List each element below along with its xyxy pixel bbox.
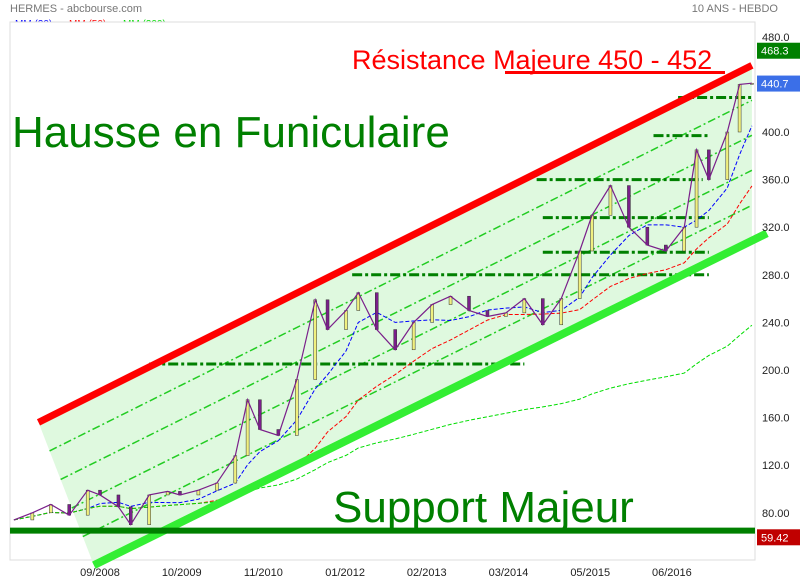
x-tick-label: 02/2013	[407, 567, 447, 579]
y-tick-label: 480.0	[762, 32, 790, 44]
y-tick-label: 80.00	[762, 508, 790, 520]
candle-8	[147, 494, 151, 525]
y-tick-label: 360.0	[762, 175, 790, 187]
candle-14	[245, 399, 250, 456]
y-tick-label: 120.0	[762, 460, 790, 472]
candle-1	[30, 512, 35, 521]
candle-36	[627, 185, 631, 228]
price-badge: 440.7	[757, 75, 800, 92]
candle-31	[541, 298, 545, 326]
price-badge-bg	[757, 42, 800, 59]
x-tick-label: 03/2014	[489, 567, 529, 579]
price-badge-text: 440.7	[761, 79, 789, 91]
price-badge-text: 59.42	[761, 532, 789, 544]
channel-fill	[38, 65, 752, 566]
candle-20	[344, 310, 348, 330]
hausse-text: Hausse en Funiculaire	[12, 108, 450, 157]
candle-32	[559, 298, 563, 326]
candle-13	[233, 455, 238, 484]
x-tick-label: 11/2010	[244, 567, 283, 579]
candle-23	[393, 329, 397, 351]
y-tick-label: 240.0	[762, 317, 790, 329]
support-line	[92, 229, 769, 569]
candle-24	[411, 322, 416, 351]
support-text: Support Majeur	[333, 483, 634, 532]
candle-43	[737, 84, 742, 133]
channel-line-2	[71, 169, 753, 509]
candle-17	[295, 379, 299, 436]
chart-title: HERMES - abcbourse.com	[10, 3, 143, 15]
ma200-line	[13, 324, 753, 521]
x-tick-label: 10/2009	[162, 567, 202, 579]
candle-4	[85, 489, 90, 516]
candle-42	[725, 131, 730, 180]
candle-27	[467, 295, 471, 311]
channel-line-3	[82, 204, 753, 538]
candle-35	[608, 185, 613, 216]
candle-18	[313, 299, 317, 380]
candle-39	[682, 226, 686, 252]
y-tick-label: 320.0	[762, 222, 790, 234]
price-badge: 468.3	[757, 42, 800, 59]
candle-37	[645, 226, 650, 246]
channel-line-1	[60, 134, 753, 481]
y-tick-label: 160.0	[762, 413, 790, 425]
candle-6	[116, 494, 121, 508]
candle-40	[694, 149, 699, 228]
price-badge-text: 468.3	[761, 46, 789, 58]
price-badge-bg	[757, 75, 800, 92]
candle-34	[590, 215, 594, 252]
resistance-line	[36, 62, 754, 426]
candle-41	[707, 149, 711, 180]
y-tick-label: 400.0	[762, 127, 790, 139]
candle-22	[375, 292, 379, 330]
ma20-line	[13, 125, 753, 521]
candle-15	[258, 399, 262, 430]
price-line	[13, 82, 752, 526]
candle-19	[325, 299, 330, 330]
candle-33	[577, 250, 582, 299]
price-badge-bg	[757, 529, 800, 546]
x-tick-label: 06/2016	[652, 567, 692, 579]
x-tick-label: 09/2008	[80, 567, 120, 579]
resistance-text: Résistance Majeure 450 - 452	[352, 45, 712, 75]
chart-period: 10 ANS - HEBDO	[691, 3, 778, 15]
candle-12	[215, 482, 219, 491]
y-tick-label: 200.0	[762, 365, 790, 377]
channel-line-0	[49, 99, 753, 452]
y-tick-label: 280.0	[762, 270, 790, 282]
x-tick-label: 05/2015	[570, 567, 610, 579]
x-tick-label: 01/2012	[325, 567, 365, 579]
price-badge: 59.42	[757, 529, 800, 546]
candle-25	[430, 304, 434, 323]
